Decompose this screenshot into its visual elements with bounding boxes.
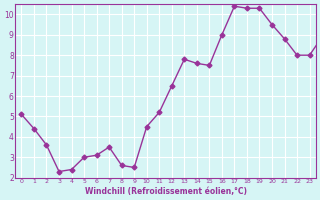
X-axis label: Windchill (Refroidissement éolien,°C): Windchill (Refroidissement éolien,°C) xyxy=(84,187,246,196)
